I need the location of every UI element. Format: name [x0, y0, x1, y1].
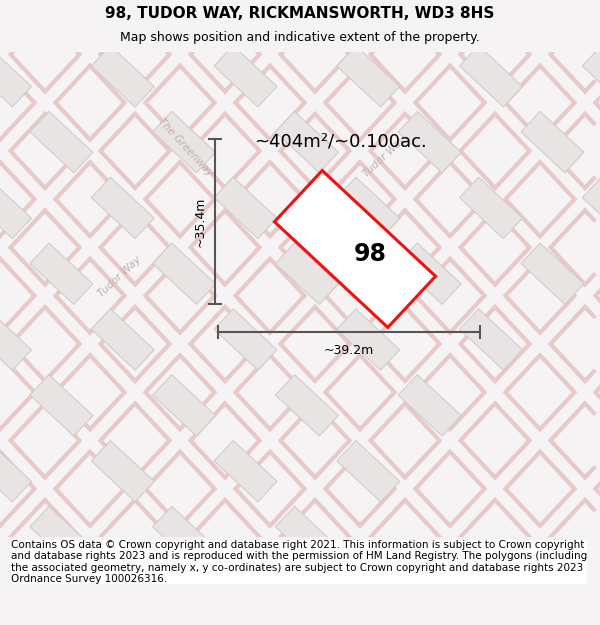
- Text: 98, TUDOR WAY, RICKMANSWORTH, WD3 8HS: 98, TUDOR WAY, RICKMANSWORTH, WD3 8HS: [106, 6, 494, 21]
- Text: Map shows position and indicative extent of the property.: Map shows position and indicative extent…: [120, 31, 480, 44]
- Polygon shape: [337, 177, 400, 239]
- Polygon shape: [30, 243, 93, 304]
- Polygon shape: [152, 506, 215, 568]
- Polygon shape: [152, 0, 215, 41]
- Text: Tudor Way: Tudor Way: [362, 135, 409, 179]
- Polygon shape: [275, 374, 338, 436]
- Polygon shape: [460, 46, 523, 107]
- Polygon shape: [275, 506, 338, 568]
- Polygon shape: [214, 441, 277, 502]
- Text: 98: 98: [353, 242, 386, 266]
- Polygon shape: [337, 441, 400, 502]
- Polygon shape: [0, 309, 31, 370]
- Polygon shape: [214, 177, 277, 239]
- Polygon shape: [521, 0, 584, 41]
- Polygon shape: [152, 374, 215, 436]
- Polygon shape: [0, 177, 31, 239]
- Polygon shape: [275, 243, 338, 304]
- Polygon shape: [275, 111, 338, 173]
- Polygon shape: [337, 309, 400, 370]
- Polygon shape: [583, 46, 600, 107]
- Text: Tudor Way: Tudor Way: [97, 255, 143, 299]
- Polygon shape: [521, 111, 584, 173]
- Polygon shape: [30, 374, 93, 436]
- Polygon shape: [275, 0, 338, 41]
- Polygon shape: [398, 0, 461, 41]
- Polygon shape: [30, 506, 93, 568]
- Text: ~39.2m: ~39.2m: [324, 344, 374, 356]
- Polygon shape: [214, 309, 277, 370]
- Polygon shape: [460, 177, 523, 239]
- Polygon shape: [214, 46, 277, 107]
- Text: ~404m²/~0.100ac.: ~404m²/~0.100ac.: [254, 133, 427, 151]
- Polygon shape: [583, 177, 600, 239]
- Polygon shape: [274, 171, 436, 328]
- Polygon shape: [91, 177, 154, 239]
- Polygon shape: [91, 46, 154, 107]
- Polygon shape: [398, 374, 461, 436]
- Polygon shape: [30, 111, 93, 173]
- Polygon shape: [398, 243, 461, 304]
- Polygon shape: [152, 111, 215, 173]
- Text: The Greenway: The Greenway: [155, 116, 214, 178]
- Polygon shape: [0, 46, 31, 107]
- Polygon shape: [91, 309, 154, 370]
- Polygon shape: [30, 0, 93, 41]
- Polygon shape: [0, 441, 31, 502]
- Polygon shape: [91, 441, 154, 502]
- Polygon shape: [521, 243, 584, 304]
- Polygon shape: [152, 243, 215, 304]
- Text: Contains OS data © Crown copyright and database right 2021. This information is : Contains OS data © Crown copyright and d…: [11, 539, 587, 584]
- Text: ~35.4m: ~35.4m: [193, 196, 206, 247]
- Polygon shape: [398, 111, 461, 173]
- Polygon shape: [337, 46, 400, 107]
- Polygon shape: [460, 309, 523, 370]
